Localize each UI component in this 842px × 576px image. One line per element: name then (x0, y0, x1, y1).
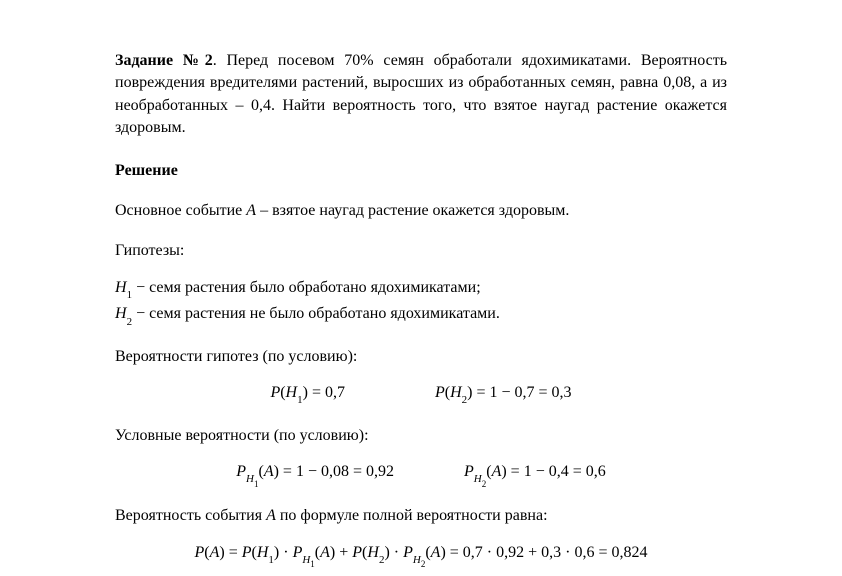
tf-sub5: H2 (413, 554, 425, 566)
ph2-sub: 2 (462, 394, 468, 406)
prob-hyp-formulas: P(H1) = 0,7 P(H2) = 1 − 0,7 = 0,3 (115, 382, 727, 407)
tf-p4: P (352, 544, 362, 561)
total-prob-formula: P(A) = P(H1) · PH1(A) + P(H2) · PH2(A) =… (115, 542, 727, 568)
tf-s3: 1 (310, 559, 315, 569)
main-event-suffix: – взятое наугад растение окажется здоров… (256, 202, 569, 219)
cond-prob-f1: PH1(A) = 1 − 0,08 = 0,92 (236, 461, 394, 487)
cp1-Hs: 1 (254, 479, 259, 489)
cond-prob-f2: PH2(A) = 1 − 0,4 = 0,6 (464, 461, 606, 487)
cp2-Hsub: H2 (474, 473, 486, 485)
cp2-P: P (464, 463, 474, 480)
h2-text: семя растения не было обработано ядохими… (149, 305, 500, 322)
cp2-H: H (474, 473, 482, 485)
tf-dot1: · (279, 544, 292, 561)
h1-sub: 1 (127, 289, 133, 301)
tp-suffix: по формуле полной вероятности равна: (276, 507, 548, 524)
tf-s2: 1 (268, 554, 274, 566)
tf-a3: A (320, 544, 330, 561)
tf-s5: 2 (421, 559, 426, 569)
tf-p5: P (403, 544, 413, 561)
hypotheses-title: Гипотезы: (115, 240, 727, 262)
ph1-H: H (286, 384, 298, 401)
cp1-A: A (264, 463, 274, 480)
h1-dash: − (132, 279, 149, 296)
problem-statement: Задание №2. Перед посевом 70% семян обра… (115, 50, 727, 140)
problem-title: Задание №2 (115, 52, 213, 69)
hypothesis-2: H2 − семя растения не было обработано яд… (115, 303, 727, 328)
ph2-H: H (450, 384, 462, 401)
tf-eq2: = 0,7 · 0,92 + 0,3 · 0,6 = 0,824 (446, 544, 648, 561)
cond-prob-title: Условные вероятности (по условию): (115, 425, 727, 447)
tp-prefix: Вероятность события (115, 507, 266, 524)
tf-h4: H (367, 544, 379, 561)
prob-h1-formula: P(H1) = 0,7 (270, 382, 345, 407)
cp1-H: H (246, 473, 254, 485)
cp2-A: A (492, 463, 502, 480)
solution-title: Решение (115, 160, 727, 182)
tf-a5: A (431, 544, 441, 561)
total-prob-title: Вероятность события A по формуле полной … (115, 505, 727, 527)
cp1-P: P (236, 463, 246, 480)
tf-a1: A (210, 544, 220, 561)
h1-var: H (115, 279, 127, 296)
main-event-line: Основное событие A – взятое наугад расте… (115, 200, 727, 222)
h2-dash: − (132, 305, 149, 322)
ph2-eq: = 1 − 0,7 = 0,3 (472, 384, 571, 401)
tf-p1: P (194, 544, 204, 561)
main-event-prefix: Основное событие (115, 202, 246, 219)
tp-var: A (266, 507, 276, 524)
tf-p2: P (242, 544, 252, 561)
cp1-Hsub: H1 (246, 473, 258, 485)
ph2-P: P (435, 384, 445, 401)
h1-text: семя растения было обработано ядохимикат… (149, 279, 481, 296)
tf-s4: 2 (379, 554, 385, 566)
main-event-var: A (246, 202, 256, 219)
tf-p3: P (293, 544, 303, 561)
ph1-P: P (270, 384, 280, 401)
hypotheses-block: Гипотезы: H1 − семя растения было обрабо… (115, 240, 727, 328)
tf-plus: + (335, 544, 352, 561)
cond-prob-formulas: PH1(A) = 1 − 0,08 = 0,92 PH2(A) = 1 − 0,… (115, 461, 727, 487)
h2-var: H (115, 305, 127, 322)
hypothesis-1: H1 − семя растения было обработано ядохи… (115, 277, 727, 302)
cp2-eq: = 1 − 0,4 = 0,6 (507, 463, 606, 480)
cp1-eq: = 1 − 0,08 = 0,92 (279, 463, 394, 480)
tf-eq1: = (225, 544, 242, 561)
tf-h2: H (257, 544, 269, 561)
prob-h2-formula: P(H2) = 1 − 0,7 = 0,3 (435, 382, 572, 407)
h2-sub: 2 (127, 316, 133, 328)
ph1-eq: = 0,7 (308, 384, 345, 401)
tf-sub3: H1 (302, 554, 314, 566)
tf-h5: H (413, 554, 421, 566)
ph1-sub: 1 (297, 394, 303, 406)
tf-dot2: · (390, 544, 403, 561)
cp2-Hs: 2 (482, 479, 487, 489)
prob-hyp-title: Вероятности гипотез (по условию): (115, 346, 727, 368)
